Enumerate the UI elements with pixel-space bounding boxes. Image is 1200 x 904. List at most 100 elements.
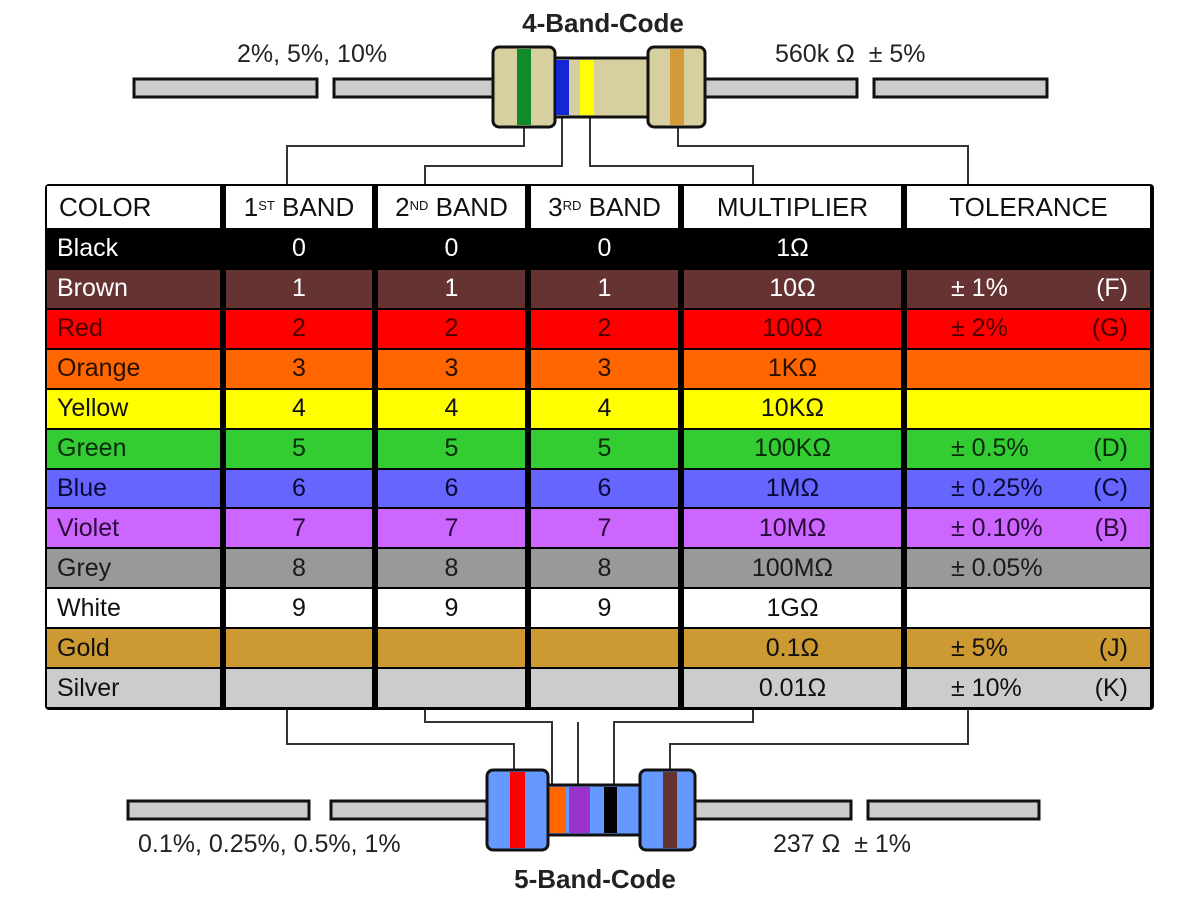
- band3-cell: 2: [531, 309, 678, 348]
- band1-cell: 8: [226, 549, 372, 588]
- multiplier-cell: 1GΩ: [684, 589, 901, 628]
- band1-cell: [226, 669, 372, 707]
- band1-cell: 3: [226, 349, 372, 388]
- band1-cell: 6: [226, 469, 372, 508]
- tolerance-cell: ± 0.5% (D): [907, 429, 1150, 468]
- four-band-example-value: 560k Ω ± 5%: [775, 40, 926, 68]
- color-band: [550, 787, 566, 833]
- band1-cell: 1: [226, 269, 372, 308]
- tolerance-cell: [907, 349, 1150, 388]
- tolerance-value: ± 1%: [951, 274, 1008, 303]
- multiplier-cell: 10KΩ: [684, 389, 901, 428]
- color-band: [670, 49, 684, 125]
- color-band: [569, 787, 590, 833]
- band2-cell: 7: [378, 509, 525, 548]
- tolerance-cell: ± 2% (G): [907, 309, 1150, 348]
- band3-cell: 5: [531, 429, 678, 468]
- color-name-cell: Grey: [47, 549, 220, 588]
- four-band-tolerance-range: 2%, 5%, 10%: [237, 40, 388, 68]
- five-band-example-value: 237 Ω ± 1%: [773, 830, 912, 858]
- band2-cell: 8: [378, 549, 525, 588]
- multiplier-cell: 0.1Ω: [684, 629, 901, 668]
- color-name-cell: Black: [47, 230, 220, 268]
- five-band-tolerance-range: 0.1%, 0.25%, 0.5%, 1%: [138, 830, 401, 858]
- tolerance-letter-code: (K): [1094, 673, 1128, 702]
- tolerance-letter-code: (F): [1096, 274, 1128, 303]
- multiplier-cell: 1Ω: [684, 230, 901, 268]
- tolerance-value: ± 0.25%: [951, 473, 1043, 502]
- color-code-table: COLOR 1 ST BAND 2 ND BAND 3 RD BAND MULTIPL…: [45, 184, 1154, 710]
- band2-cell: [378, 669, 525, 707]
- color-name-cell: Orange: [47, 349, 220, 388]
- tolerance-cell: ± 10% (K): [907, 669, 1150, 707]
- multiplier-cell: 10MΩ: [684, 509, 901, 548]
- band3-cell: 1: [531, 269, 678, 308]
- color-name-cell: Red: [47, 309, 220, 348]
- band2-cell: 1: [378, 269, 525, 308]
- color-name-cell: Brown: [47, 269, 220, 308]
- tolerance-value: ± 0.5%: [951, 434, 1029, 463]
- band1-cell: 2: [226, 309, 372, 348]
- four-band-resistor: [491, 45, 707, 129]
- color-band: [510, 772, 525, 848]
- color-name-cell: Violet: [47, 509, 220, 548]
- tolerance-letter-code: (J): [1098, 633, 1128, 662]
- band2-cell: 5: [378, 429, 525, 468]
- band2-cell: 6: [378, 469, 525, 508]
- tolerance-cell: [907, 389, 1150, 428]
- band3-cell: 0: [531, 230, 678, 268]
- tolerance-letter-code: (B): [1094, 513, 1128, 542]
- band1-cell: 4: [226, 389, 372, 428]
- header-tolerance: TOLERANCE: [907, 186, 1150, 228]
- color-band: [517, 49, 531, 125]
- band3-cell: 7: [531, 509, 678, 548]
- band2-cell: 4: [378, 389, 525, 428]
- multiplier-cell: 10Ω: [684, 269, 901, 308]
- color-band: [580, 60, 594, 115]
- band3-cell: 8: [531, 549, 678, 588]
- color-name-cell: Blue: [47, 469, 220, 508]
- connector-lines: [286, 118, 969, 785]
- multiplier-cell: 0.01Ω: [684, 669, 901, 707]
- band2-cell: 2: [378, 309, 525, 348]
- header-band3: 3 RD BAND: [531, 186, 678, 228]
- color-name-cell: Yellow: [47, 389, 220, 428]
- band3-cell: 9: [531, 589, 678, 628]
- band3-cell: 4: [531, 389, 678, 428]
- multiplier-cell: 1MΩ: [684, 469, 901, 508]
- band1-cell: 9: [226, 589, 372, 628]
- color-band: [663, 772, 677, 848]
- color-band: [556, 60, 569, 115]
- band1-cell: [226, 629, 372, 668]
- multiplier-cell: 100MΩ: [684, 549, 901, 588]
- multiplier-cell: 100Ω: [684, 309, 901, 348]
- header-multiplier: MULTIPLIER: [684, 186, 901, 228]
- tolerance-value: ± 10%: [951, 673, 1022, 702]
- band2-cell: 9: [378, 589, 525, 628]
- tolerance-cell: [907, 230, 1150, 268]
- multiplier-cell: 100KΩ: [684, 429, 901, 468]
- color-name-cell: Gold: [47, 629, 220, 668]
- four-band-title: 4-Band-Code: [522, 8, 684, 38]
- band1-cell: 0: [226, 230, 372, 268]
- tolerance-letter-code: (D): [1093, 434, 1128, 463]
- five-band-resistor: [485, 768, 697, 852]
- tolerance-cell: ± 1% (F): [907, 269, 1150, 308]
- band3-cell: [531, 629, 678, 668]
- tolerance-cell: ± 5% (J): [907, 629, 1150, 668]
- tolerance-letter-code: (G): [1091, 314, 1128, 343]
- band3-cell: 3: [531, 349, 678, 388]
- color-name-cell: White: [47, 589, 220, 628]
- tolerance-value: ± 2%: [951, 314, 1008, 343]
- band2-cell: 3: [378, 349, 525, 388]
- tolerance-cell: ± 0.10% (B): [907, 509, 1150, 548]
- header-band2: 2 ND BAND: [378, 186, 525, 228]
- tolerance-value: ± 0.05%: [951, 553, 1043, 582]
- color-name-cell: Silver: [47, 669, 220, 707]
- color-band: [604, 787, 617, 833]
- header-band1: 1 ST BAND: [226, 186, 372, 228]
- tolerance-value: ± 5%: [951, 633, 1008, 662]
- tolerance-cell: [907, 589, 1150, 628]
- band3-cell: [531, 669, 678, 707]
